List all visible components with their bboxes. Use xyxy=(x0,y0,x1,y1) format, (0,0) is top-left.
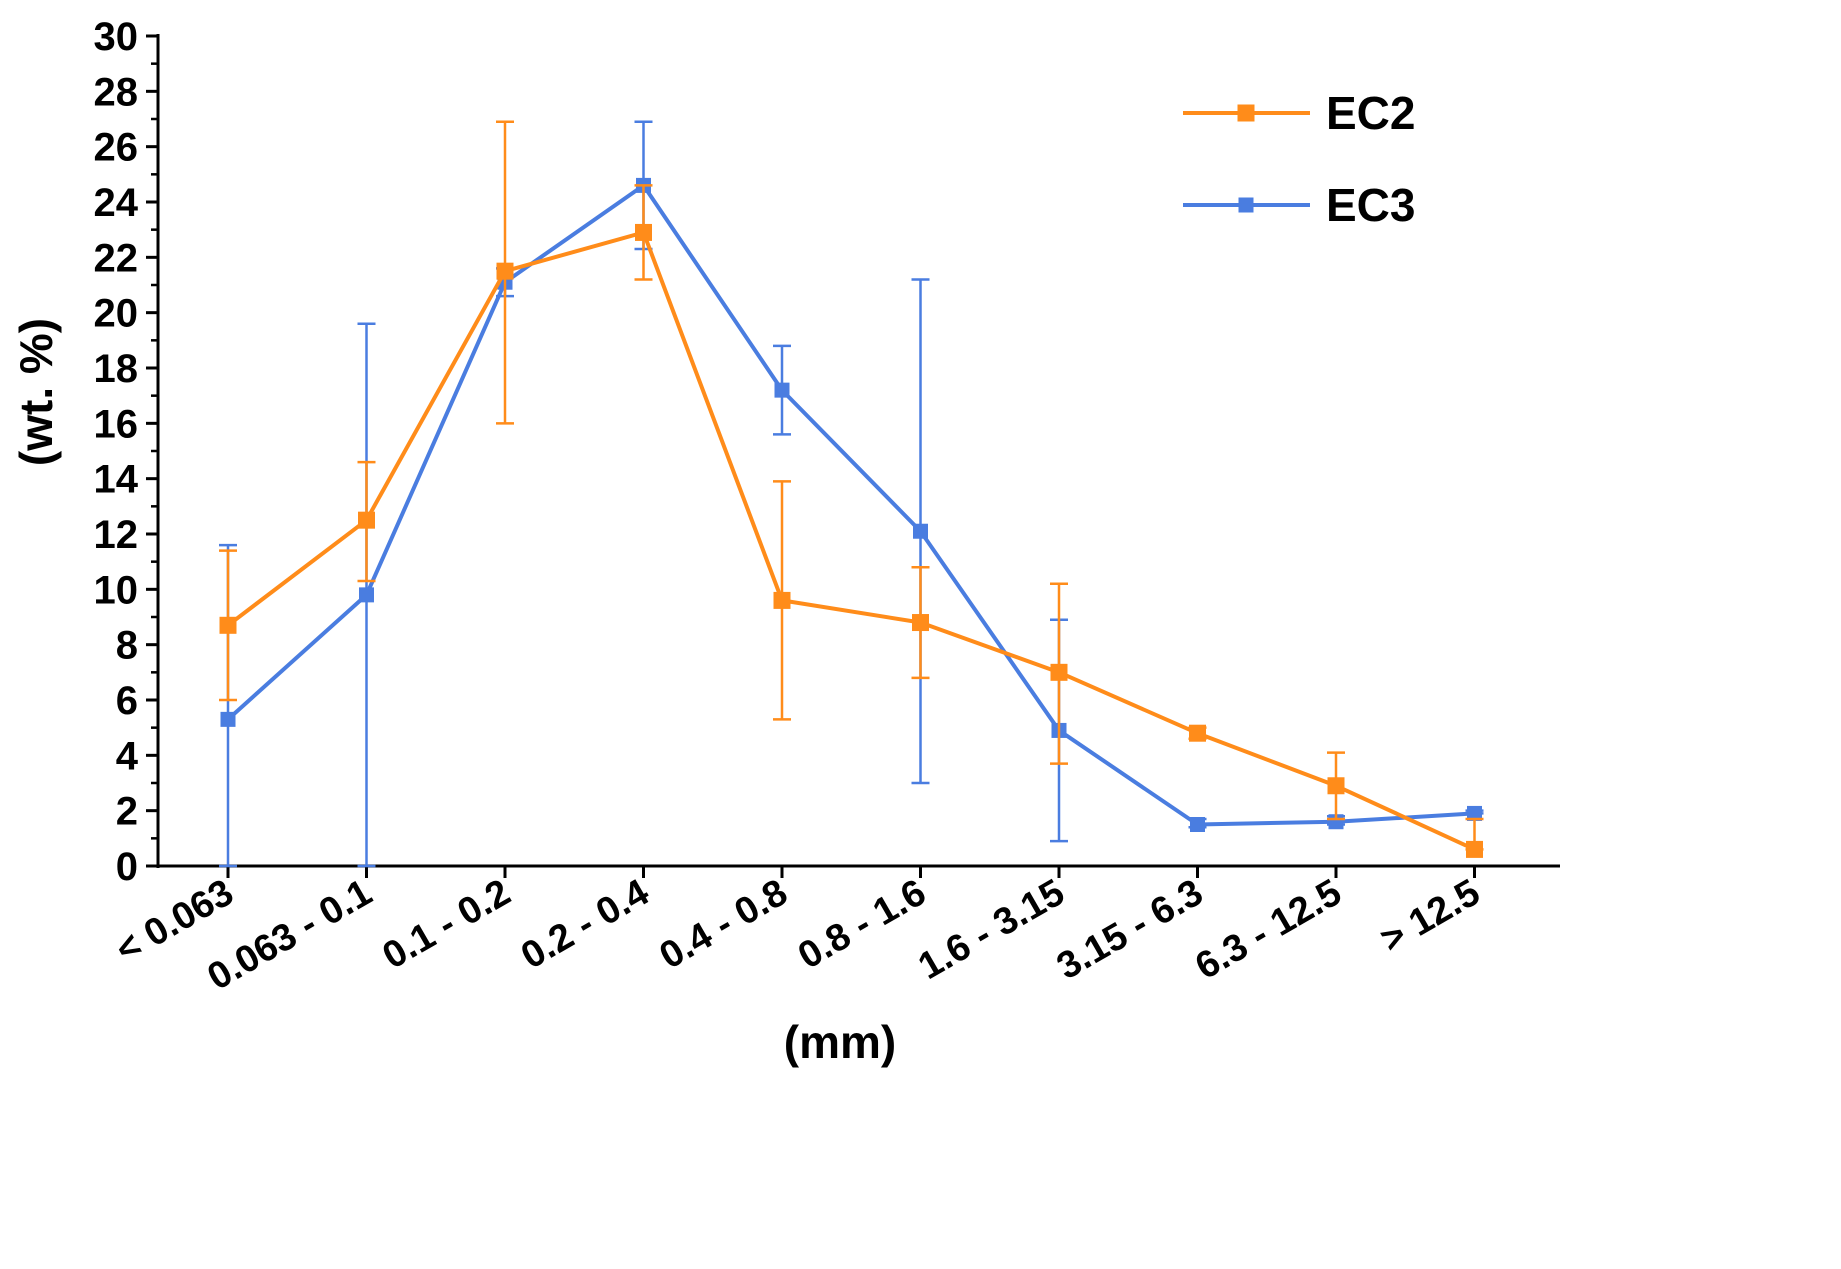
x-tick-label: 1.6 - 3.15 xyxy=(911,871,1071,988)
ec3-line xyxy=(226,183,1475,827)
y-tick-label: 12 xyxy=(94,513,139,557)
x-tick-label: 6.3 - 12.5 xyxy=(1188,871,1348,988)
ec2-point xyxy=(1327,777,1345,795)
y-tick-label: 16 xyxy=(94,402,139,446)
x-tick-label: > 12.5 xyxy=(1374,871,1487,961)
legend: EC2 EC3 xyxy=(1183,87,1415,231)
legend-marker-ec2 xyxy=(1237,104,1255,122)
y-tick-label: 0 xyxy=(116,845,138,889)
x-tick-label: 0.8 - 1.6 xyxy=(791,871,933,977)
ec3-point xyxy=(1190,817,1205,832)
ec3-point xyxy=(913,523,928,539)
x-axis-title: (mm) xyxy=(784,1016,896,1068)
legend-item-ec3: EC3 xyxy=(1183,179,1415,231)
y-tick-label: 14 xyxy=(94,458,139,502)
series-ec3 xyxy=(219,120,1484,868)
y-tick-label: 6 xyxy=(116,679,138,723)
x-tick-label: 0.2 - 0.4 xyxy=(514,871,656,977)
y-tick-label: 26 xyxy=(94,126,139,170)
y-axis-title: (wt. %) xyxy=(10,318,62,466)
legend-label-ec3: EC3 xyxy=(1326,179,1415,231)
ec2-point xyxy=(1466,840,1483,858)
y-tick-label: 24 xyxy=(94,181,139,225)
ec2-point xyxy=(912,614,929,632)
ec2-line xyxy=(226,230,1476,852)
y-tick-label: 10 xyxy=(94,568,139,612)
y-tick-label: 30 xyxy=(94,15,139,59)
ec2-point xyxy=(1050,663,1068,681)
series-ec2 xyxy=(219,120,1484,858)
y-tick-label: 8 xyxy=(116,624,138,668)
legend-marker-ec3 xyxy=(1238,197,1254,213)
plot-area xyxy=(219,120,1484,868)
ec3-point xyxy=(1467,805,1482,821)
legend-item-ec2: EC2 xyxy=(1183,87,1415,139)
ec3-point xyxy=(220,711,236,727)
ec2-point xyxy=(219,616,237,634)
y-tick-label: 28 xyxy=(94,70,139,114)
y-tick-label: 22 xyxy=(94,236,139,280)
ec2-point xyxy=(358,511,375,529)
y-tick-label: 20 xyxy=(94,292,139,336)
x-tick-label: 0.4 - 0.8 xyxy=(653,871,795,977)
ec3-point xyxy=(359,587,374,603)
y-tick-label: 18 xyxy=(94,347,139,391)
ec2-point xyxy=(773,591,791,609)
ec2-point xyxy=(1189,724,1206,742)
y-tick-label: 2 xyxy=(116,790,138,834)
ec2-point xyxy=(496,262,514,280)
x-tick-label: 0.1 - 0.2 xyxy=(376,871,518,977)
ec3-point xyxy=(774,382,790,398)
legend-label-ec2: EC2 xyxy=(1326,87,1415,139)
ec2-point xyxy=(635,223,652,241)
x-tick-label: 3.15 - 6.3 xyxy=(1050,871,1210,988)
y-tick-label: 4 xyxy=(116,734,139,778)
